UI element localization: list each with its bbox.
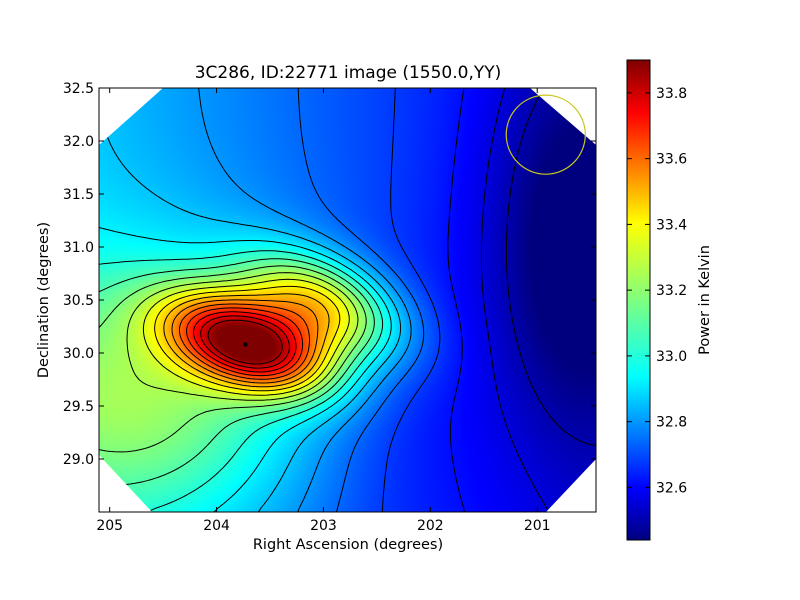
plot-area [98,87,597,513]
x-tick-label: 203 [310,518,337,534]
contour-line [179,303,310,380]
x-tick-label: 201 [524,518,551,534]
colorbar-tick-label: 33.6 [656,152,687,168]
contour-line [171,299,319,384]
y-tick-label: 29.5 [63,399,94,415]
x-tick-label: 204 [203,518,230,534]
colorbar-tick-label: 33.8 [656,86,687,102]
contour-line [126,272,359,401]
y-tick-label: 30.5 [63,293,94,309]
contour-line [207,319,283,365]
y-tick-label: 29.0 [63,452,94,468]
y-tick-label: 32.0 [63,134,94,150]
chart-title: 3C286, ID:22771 image (1550.0,YY) [195,63,502,83]
contour-line [297,88,425,512]
contour-line [99,250,384,512]
y-tick-label: 32.5 [63,81,94,97]
x-tick-label: 205 [96,518,123,534]
contour-line [200,315,290,369]
y-tick-label: 31.0 [63,240,94,256]
contour-line [99,265,367,453]
colorbar-tick-label: 33.0 [656,349,687,365]
y-tick-label: 30.0 [63,346,94,362]
contour-line [198,88,412,512]
contour-line [381,88,441,512]
contour-line [480,88,549,512]
colorbar-tick-label: 32.8 [656,415,687,431]
contour-line [447,88,465,512]
contour-lines [99,88,596,512]
colorbar: 32.6 32.8 33.0 33.2 33.4 33.6 33.8 Power in Ke… [626,59,713,541]
colorbar-gradient [627,60,650,540]
x-tick-label: 202 [417,518,444,534]
colorbar-frame [626,59,651,541]
contour-line [99,227,392,512]
colorbar-ticks: 32.6 32.8 33.0 33.2 33.4 33.6 33.8 [627,86,687,496]
contour-line [99,258,375,486]
x-axis-label: Right Ascension (degrees) [253,537,443,553]
y-tick-label: 31.5 [63,187,94,203]
contour-line [193,311,297,373]
colorbar-label: Power in Kelvin [697,245,713,355]
beam-circle [505,94,586,175]
colorbar-tick-label: 33.2 [656,283,687,299]
colorbar-tick-label: 33.4 [656,217,687,233]
colorbar-tick-label: 32.6 [656,480,687,496]
peak-marker [243,342,248,347]
heatmap-image [99,88,596,512]
contour-line [186,307,304,377]
y-axis: 29.0 29.5 30.0 30.5 31.0 31.5 32.0 32.5 [63,81,596,468]
y-axis-label: Declination (degrees) [36,222,52,378]
contour-line [163,293,330,388]
contour-line [142,278,350,396]
x-axis: 205 204 203 202 201 [96,88,551,534]
contour-line [154,285,341,392]
